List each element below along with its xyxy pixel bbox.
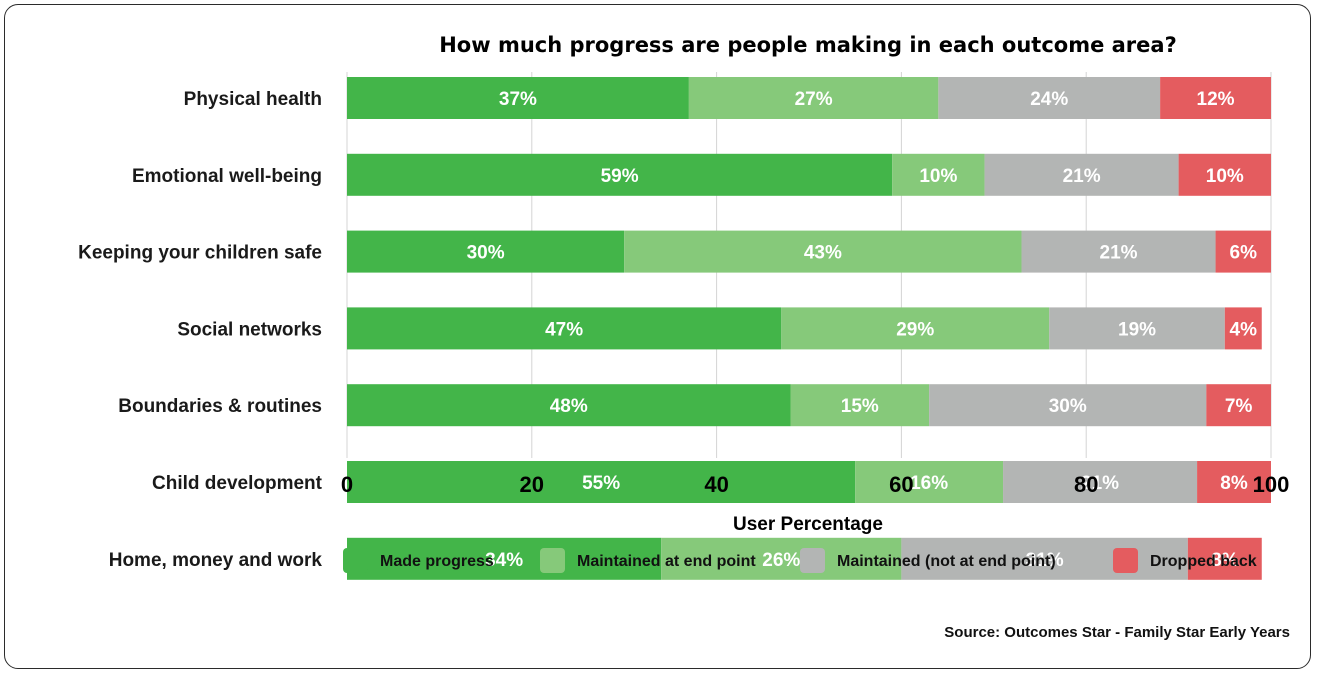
bar-value-label: 24% <box>1030 89 1068 110</box>
bar-segment <box>347 384 791 427</box>
bar-value-label: 43% <box>804 243 842 264</box>
bars-group: 37% 27% 24% 12% 59% 10% 21% 10% 30% 43% 21% 6% 47% 29… <box>347 77 1271 580</box>
x-axis-title: User Percentage <box>733 514 883 535</box>
legend-label: Dropped back <box>1150 553 1257 570</box>
source-note: Source: Outcomes Star - Family Star Earl… <box>944 624 1290 641</box>
category-label: Physical health <box>184 89 322 110</box>
bar-segment <box>938 77 1161 119</box>
category-label: Home, money and work <box>109 550 323 571</box>
bar-segment <box>347 77 689 119</box>
bar-value-label: 21% <box>1081 473 1119 494</box>
bar-segment <box>984 153 1179 196</box>
bar-segment <box>661 537 902 580</box>
category-labels: Physical health Emotional well-being Keepi… <box>78 89 323 571</box>
x-tick-label: 20 <box>520 472 544 497</box>
x-tick-label: 40 <box>704 472 728 497</box>
bar-value-label: 7% <box>1225 396 1253 417</box>
bar-segment <box>892 153 985 196</box>
bar-segment <box>855 461 1004 503</box>
bar-value-label: 10% <box>919 166 957 187</box>
category-label: Keeping your children safe <box>78 243 322 264</box>
bar-value-label: 8% <box>1211 550 1239 571</box>
bar-value-label: 16% <box>910 473 948 494</box>
bar-segment <box>347 230 625 273</box>
bar-segment <box>781 307 1050 350</box>
category-label: Boundaries & routines <box>118 396 322 417</box>
bar-segment <box>790 384 930 427</box>
bar-segment <box>1197 461 1271 503</box>
bar-value-label: 12% <box>1197 89 1235 110</box>
legend-label: Maintained (not at end point) <box>837 553 1056 570</box>
bar-value-label: 30% <box>467 243 505 264</box>
bar-segment <box>624 230 1022 273</box>
category-label: Emotional well-being <box>132 166 322 187</box>
legend-item: Maintained at end point <box>540 548 756 573</box>
legend-label: Maintained at end point <box>577 553 756 570</box>
bar-segment <box>1224 307 1262 350</box>
legend-swatch <box>343 548 368 573</box>
bar-value-label: 34% <box>485 550 523 571</box>
bar-value-label: 31% <box>1026 550 1064 571</box>
x-tick-label: 80 <box>1074 472 1098 497</box>
bar-value-label: 4% <box>1230 319 1258 340</box>
legend: Made progress Maintained at end point Main… <box>343 548 1257 573</box>
bar-segment <box>1021 230 1216 273</box>
bar-segment <box>688 77 939 119</box>
bar-segment <box>347 537 662 580</box>
bar-segment <box>347 307 782 350</box>
legend-swatch <box>1113 548 1138 573</box>
x-tick-label: 100 <box>1253 472 1290 497</box>
category-label: Social networks <box>177 319 322 340</box>
bar-value-label: 55% <box>582 473 620 494</box>
bar-value-label: 21% <box>1063 166 1101 187</box>
x-tick-label: 0 <box>341 472 353 497</box>
legend-item: Made progress <box>343 548 494 573</box>
legend-swatch <box>800 548 825 573</box>
bar-value-label: 6% <box>1230 243 1258 264</box>
bar-segment <box>929 384 1207 427</box>
chart-title: How much progress are people making in e… <box>439 33 1177 57</box>
bar-segment <box>347 153 893 196</box>
bar-segment <box>1215 230 1271 273</box>
bar-value-label: 19% <box>1118 319 1156 340</box>
bar-value-label: 8% <box>1220 473 1248 494</box>
bar-value-label: 59% <box>601 166 639 187</box>
bar-value-label: 47% <box>545 319 583 340</box>
bar-value-label: 29% <box>896 319 934 340</box>
legend-swatch <box>540 548 565 573</box>
bar-segment <box>1178 153 1271 196</box>
bar-segment <box>1003 461 1198 503</box>
bar-segment <box>1206 384 1271 427</box>
bar-segment <box>1187 537 1262 580</box>
x-tick-label: 60 <box>889 472 913 497</box>
bar-value-label: 15% <box>841 396 879 417</box>
bar-segment <box>1049 307 1225 350</box>
bar-value-label: 21% <box>1100 243 1138 264</box>
bar-value-label: 30% <box>1049 396 1087 417</box>
legend-item: Maintained (not at end point) <box>800 548 1056 573</box>
bar-segment <box>347 461 856 503</box>
bar-value-label: 10% <box>1206 166 1244 187</box>
bar-value-label: 37% <box>499 89 537 110</box>
legend-label: Made progress <box>380 553 494 570</box>
category-label: Child development <box>152 473 323 494</box>
bar-segment <box>1160 77 1271 119</box>
bar-value-label: 26% <box>762 550 800 571</box>
bar-value-label: 27% <box>795 89 833 110</box>
legend-item: Dropped back <box>1113 548 1257 573</box>
x-axis-ticks: 0 20 40 60 80 100 <box>341 472 1289 497</box>
bar-value-label: 48% <box>550 396 588 417</box>
bar-segment <box>901 537 1188 580</box>
